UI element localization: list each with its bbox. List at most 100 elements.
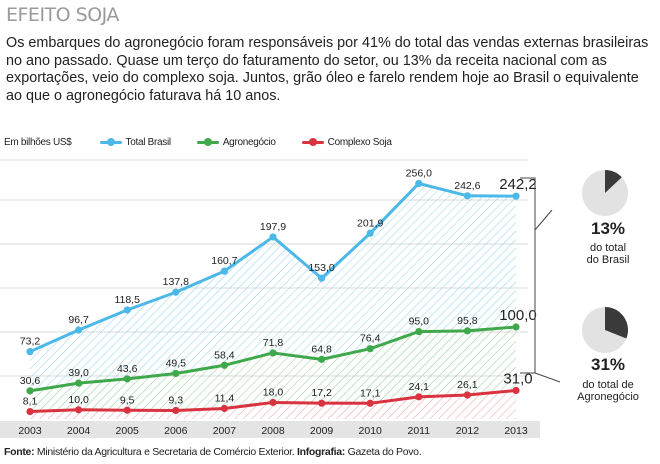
data-label: 10,0 — [68, 394, 89, 406]
data-label: 118,5 — [114, 294, 140, 306]
data-label: 71,8 — [263, 337, 284, 349]
data-label: 30,6 — [20, 375, 41, 387]
data-label: 73,2 — [20, 336, 41, 348]
x-tick-label: 2007 — [213, 425, 237, 437]
pie-agronegocio-slice — [605, 307, 628, 339]
share-percent-brasil: 13% — [590, 219, 626, 238]
data-label: 201,9 — [357, 217, 383, 229]
source-label: Fonte: — [4, 446, 35, 458]
data-point — [123, 375, 131, 383]
data-label: 242,2 — [499, 176, 537, 193]
chart-legend: Em bilhões US$ Total Brasil Agronegócio … — [4, 135, 418, 149]
data-label: 95,0 — [409, 316, 430, 328]
data-point — [269, 398, 277, 407]
legend-label: Complexo Soja — [327, 136, 392, 148]
data-point — [26, 407, 34, 416]
connector-line — [534, 209, 553, 231]
data-point — [415, 328, 423, 336]
data-point — [172, 288, 180, 296]
data-point — [415, 179, 423, 188]
legend-item-complexo-soja: Complexo Soja — [301, 136, 392, 148]
data-point — [75, 326, 83, 334]
data-point — [366, 345, 374, 353]
share-label-line: do total — [589, 242, 627, 254]
data-label: 76,4 — [360, 333, 381, 345]
data-point — [172, 406, 180, 415]
data-label: 256,0 — [406, 167, 432, 179]
source-text: Ministério da Agricultura e Secretaria d… — [34, 446, 297, 458]
page-title: EFEITO SOJA — [6, 4, 119, 26]
data-point — [366, 399, 374, 407]
data-point — [220, 267, 228, 275]
data-point — [220, 404, 228, 413]
data-label: 26,1 — [457, 379, 478, 391]
data-label: 17,2 — [311, 387, 332, 399]
data-label: 17,1 — [360, 387, 381, 399]
source-note: Fonte: Ministério da Agricultura e Secre… — [4, 446, 422, 458]
x-tick-label: 2010 — [359, 425, 383, 437]
data-point — [220, 361, 228, 369]
data-point — [123, 306, 131, 314]
data-label: 58,4 — [214, 349, 235, 361]
data-point — [75, 379, 83, 387]
data-point — [123, 406, 131, 414]
x-tick-label: 2011 — [408, 425, 431, 437]
pie-brasil-slice — [605, 170, 622, 193]
legend-label: Total Brasil — [125, 136, 172, 148]
data-point — [269, 233, 277, 241]
bracket-line — [520, 177, 536, 374]
legend-label: Agronegócio — [222, 136, 276, 148]
data-label: 137,8 — [163, 276, 189, 288]
unit-label: Em bilhões US$ — [4, 136, 72, 148]
x-tick-label: 2006 — [164, 425, 188, 437]
data-point — [512, 323, 520, 331]
data-label: 24,1 — [409, 381, 430, 393]
data-point — [512, 192, 520, 200]
data-point — [366, 229, 374, 237]
data-point — [512, 386, 520, 395]
data-point — [463, 391, 471, 399]
data-label: 49,5 — [166, 357, 187, 369]
data-point — [172, 369, 180, 378]
infographic-text: Gazeta do Povo. — [345, 446, 422, 458]
data-label: 9,5 — [120, 394, 135, 406]
x-tick-label: 2009 — [310, 425, 334, 437]
share-label-line: do total de — [582, 379, 634, 391]
infographic-label: Infografia: — [296, 446, 345, 458]
data-label: 95,8 — [457, 315, 478, 327]
data-label: 39,0 — [68, 367, 89, 379]
legend-swatch — [196, 138, 219, 146]
share-percent-agronegocio: 31% — [590, 355, 626, 374]
data-label: 8,1 — [23, 396, 38, 408]
x-axis-band — [0, 421, 540, 438]
data-label: 9,3 — [168, 394, 183, 406]
connector-line — [534, 372, 561, 383]
data-point — [463, 327, 471, 335]
legend-item-total-brasil: Total Brasil — [99, 136, 172, 148]
x-tick-label: 2013 — [504, 425, 528, 437]
data-point — [318, 274, 326, 282]
share-label-line: do Brasil — [586, 254, 630, 266]
legend-item-agronegocio: Agronegócio — [196, 136, 276, 148]
data-label: 242,6 — [454, 180, 480, 192]
data-point — [75, 406, 83, 414]
data-point — [26, 387, 34, 395]
data-point — [269, 349, 277, 357]
x-tick-label: 2008 — [261, 425, 285, 437]
legend-swatch — [99, 138, 122, 146]
data-label: 64,8 — [311, 343, 332, 355]
data-label: 11,4 — [215, 393, 235, 405]
data-label: 197,9 — [260, 221, 286, 233]
x-tick-label: 2012 — [456, 425, 480, 437]
share-label-line: Agronegócio — [577, 391, 639, 403]
data-label: 43,6 — [117, 363, 138, 375]
data-label: 153,0 — [308, 262, 334, 274]
data-point — [463, 192, 471, 200]
data-label: 96,7 — [68, 314, 89, 326]
legend-swatch — [301, 138, 324, 146]
area-agronegócio — [30, 327, 516, 412]
x-tick-label: 2003 — [18, 425, 42, 437]
share-label-agronegocio: do total de Agronegócio — [566, 379, 650, 403]
x-tick-label: 2004 — [67, 425, 91, 437]
